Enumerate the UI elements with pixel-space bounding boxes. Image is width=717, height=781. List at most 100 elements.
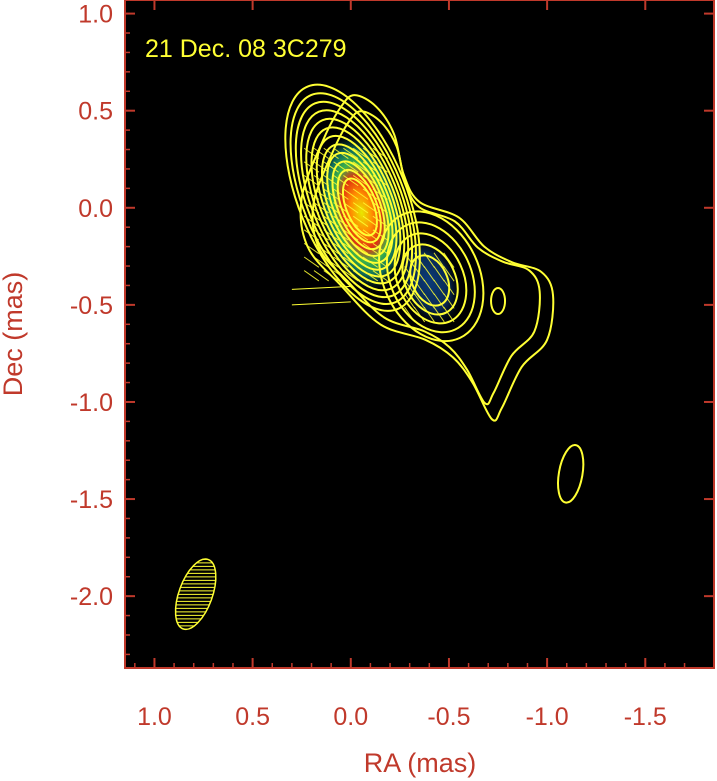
pol-vector (333, 175, 349, 187)
pol-vector (362, 175, 379, 187)
pol-vector (352, 215, 369, 227)
pol-vector (343, 242, 359, 255)
pol-vector (443, 306, 455, 323)
pol-vector (323, 215, 339, 227)
x-tick-label-0: 1.0 (137, 703, 172, 731)
core-contour-5 (310, 126, 402, 278)
beam-outline (174, 558, 217, 631)
pol-vector (303, 188, 320, 200)
pol-vector (333, 147, 349, 159)
pol-vector (323, 188, 339, 200)
pol-vector (372, 215, 388, 227)
pol-vector (352, 161, 369, 173)
pol-vector (352, 175, 369, 187)
y-tick-label-1: 0.5 (78, 98, 113, 126)
pol-vector (303, 175, 320, 187)
pol-vector (323, 242, 339, 255)
pol-vector (413, 306, 426, 323)
pol-vector (333, 202, 349, 214)
pol-vector (423, 266, 435, 282)
pol-vector (323, 229, 339, 241)
pol-vector (323, 256, 339, 268)
pol-vector (443, 252, 455, 268)
pol-vector (372, 147, 388, 159)
pol-vector (323, 270, 339, 282)
x-tick-label-1: 0.5 (235, 703, 270, 731)
core-contour-7 (320, 143, 394, 264)
pol-vector (433, 279, 445, 296)
pol-vector (443, 266, 455, 282)
pol-vector (433, 293, 445, 309)
pol-vector (352, 188, 369, 200)
long-vector-0 (291, 285, 351, 290)
outer-contour-1 (311, 110, 541, 406)
pol-vector (313, 188, 329, 200)
pol-vector (313, 270, 329, 282)
pol-vector (404, 293, 416, 309)
pol-vector (333, 229, 349, 241)
pol-vector (343, 202, 359, 214)
long-vector-1 (291, 301, 351, 306)
y-tick-label-2: 0.0 (78, 195, 113, 223)
pol-vector (313, 215, 329, 227)
pol-vector (333, 215, 349, 227)
pol-vector (352, 229, 369, 241)
pol-vector (303, 229, 320, 241)
pol-vector (333, 242, 349, 255)
pol-vector (362, 161, 379, 173)
pol-vector (313, 229, 329, 241)
pol-vector (362, 270, 379, 282)
pol-vector (423, 279, 435, 296)
pol-vector (362, 215, 379, 227)
pol-vector (313, 147, 329, 159)
pol-vector (333, 270, 349, 282)
jet-contour-4 (409, 254, 451, 307)
pol-vector (343, 270, 359, 282)
pol-vector (352, 202, 369, 214)
pol-vector (433, 306, 445, 323)
pol-vector (362, 229, 379, 241)
pol-vector (303, 215, 320, 227)
pol-vector (323, 175, 339, 187)
pol-vector (433, 252, 445, 268)
x-axis-title: RA (mas) (364, 748, 477, 778)
x-tick-label-5: -1.5 (624, 703, 667, 731)
core-contour-6 (315, 134, 398, 271)
pol-vector (323, 202, 339, 214)
y-tick-label-4: -1.0 (70, 389, 113, 417)
pol-vector (362, 147, 379, 159)
chart-title: 21 Dec. 08 3C279 (145, 35, 347, 63)
pol-vector (413, 266, 426, 282)
pol-vector (404, 306, 416, 323)
pol-vector (423, 293, 435, 309)
pol-vector (313, 161, 329, 173)
polarization-vectors (291, 147, 455, 323)
x-tick-label-3: -0.5 (427, 703, 470, 731)
pol-vector (352, 256, 369, 268)
pol-vector (343, 188, 359, 200)
pol-vector (303, 161, 320, 173)
pol-vector (362, 256, 379, 268)
pol-vector (352, 242, 369, 255)
pol-vector (433, 266, 445, 282)
pol-vector (323, 147, 339, 159)
pol-vector (343, 215, 359, 227)
pol-vector (404, 266, 416, 282)
pol-vector (372, 229, 388, 241)
pol-vector (372, 242, 388, 255)
pol-vector (343, 256, 359, 268)
core-contour-4 (305, 117, 406, 285)
pol-vector (352, 147, 369, 159)
pol-vector (423, 306, 435, 323)
pol-vector (413, 252, 426, 268)
jet-contour-1 (385, 221, 476, 334)
pol-vector (303, 270, 320, 282)
pol-vector (333, 256, 349, 268)
core-contour-9 (331, 160, 386, 251)
pol-vector (372, 188, 388, 200)
pol-vector (303, 202, 320, 214)
pol-vector (333, 188, 349, 200)
pol-vector (313, 256, 329, 268)
jet-contour-3 (401, 243, 459, 316)
